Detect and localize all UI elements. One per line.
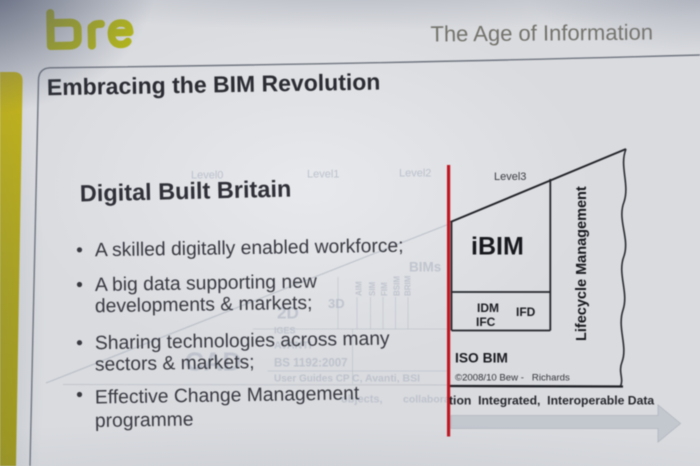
svg-text:Lifecycle Management: Lifecycle Management — [574, 186, 590, 341]
svg-text:A big data supporting new: A big data supporting new — [95, 272, 317, 296]
svg-text:IDM: IDM — [477, 301, 499, 315]
svg-text:FIM: FIM — [380, 282, 389, 296]
svg-text:Digital Built Britain: Digital Built Britain — [80, 176, 292, 207]
svg-text:Sharing technologies across ma: Sharing technologies across many — [95, 329, 390, 355]
svg-text:IFC: IFC — [476, 315, 496, 329]
svg-text:Level2: Level2 — [399, 168, 431, 180]
svg-text:BS 1192:2007: BS 1192:2007 — [274, 358, 348, 370]
svg-text:©2008/10 Bew - Richards: ©2008/10 Bew - Richards — [455, 373, 570, 384]
svg-text:Embracing the BIM Revolution: Embracing the BIM Revolution — [47, 68, 381, 100]
svg-text:A skilled digitally enabled wo: A skilled digitally enabled workforce; — [95, 236, 404, 262]
svg-text:AIM: AIM — [355, 281, 364, 296]
svg-text:IFD: IFD — [516, 305, 536, 319]
svg-text:sectors & markets;: sectors & markets; — [95, 352, 255, 376]
svg-text:C, Avanti, BSI: C, Avanti, BSI — [352, 373, 420, 385]
svg-text:collabora: collabora — [403, 394, 450, 406]
svg-text:BSIM: BSIM — [393, 276, 402, 296]
svg-text:tion Integrated, Interoperab: tion Integrated, Interoperable Data — [449, 394, 654, 408]
svg-text:ISO BIM: ISO BIM — [455, 351, 508, 366]
svg-text:Level1: Level1 — [307, 169, 339, 181]
svg-text:BRIM: BRIM — [404, 275, 413, 296]
svg-text:Level3: Level3 — [494, 171, 526, 183]
svg-text:developments & markets;: developments & markets; — [95, 293, 313, 317]
svg-text:iBIM: iBIM — [471, 233, 524, 261]
svg-text:Effective Change Management: Effective Change Management — [95, 383, 360, 408]
svg-text:SIM: SIM — [368, 281, 377, 296]
svg-text:BIMs: BIMs — [409, 260, 441, 275]
svg-text:3D: 3D — [328, 296, 345, 311]
svg-text:The Age of Information: The Age of Information — [430, 20, 653, 47]
svg-text:programme: programme — [95, 409, 194, 432]
